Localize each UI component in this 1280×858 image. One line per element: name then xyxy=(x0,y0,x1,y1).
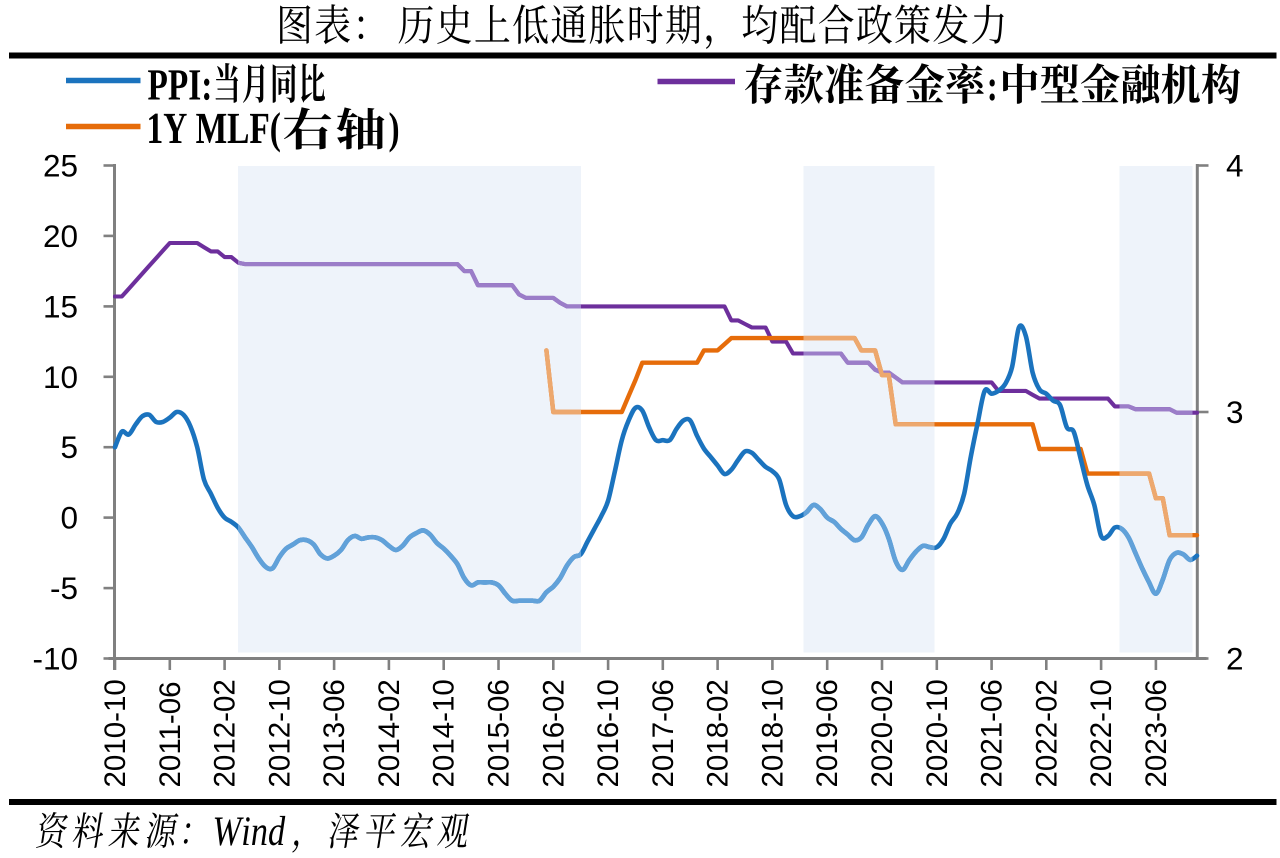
svg-text:2015-06: 2015-06 xyxy=(483,679,516,787)
svg-text:2016-02: 2016-02 xyxy=(537,679,570,787)
svg-text:3: 3 xyxy=(1226,394,1244,430)
svg-text:2020-02: 2020-02 xyxy=(866,679,899,787)
svg-text:2017-06: 2017-06 xyxy=(647,679,680,787)
svg-text:2022-10: 2022-10 xyxy=(1085,679,1118,787)
svg-text:5: 5 xyxy=(60,429,78,465)
svg-text:2019-06: 2019-06 xyxy=(811,679,844,787)
svg-text:0: 0 xyxy=(60,500,78,536)
svg-text:2012-02: 2012-02 xyxy=(209,679,242,787)
svg-text:2010-10: 2010-10 xyxy=(99,679,132,787)
svg-text:2014-10: 2014-10 xyxy=(428,679,461,787)
svg-text:25: 25 xyxy=(43,148,78,184)
svg-text:2020-10: 2020-10 xyxy=(921,679,954,787)
svg-text:2016-10: 2016-10 xyxy=(592,679,625,787)
svg-text:4: 4 xyxy=(1226,148,1244,184)
svg-text:-10: -10 xyxy=(32,641,78,677)
svg-text:2018-10: 2018-10 xyxy=(756,679,789,787)
svg-text:10: 10 xyxy=(43,359,78,395)
svg-text:2011-06: 2011-06 xyxy=(154,681,187,787)
svg-text:20: 20 xyxy=(43,218,78,254)
svg-text:2023-06: 2023-06 xyxy=(1140,679,1173,787)
svg-text:15: 15 xyxy=(43,288,78,324)
svg-text:2014-02: 2014-02 xyxy=(373,679,406,787)
svg-text:2013-06: 2013-06 xyxy=(318,679,351,787)
svg-text:2021-06: 2021-06 xyxy=(976,679,1009,787)
svg-text:2: 2 xyxy=(1226,641,1244,677)
svg-text:2018-02: 2018-02 xyxy=(702,679,735,787)
svg-text:2022-02: 2022-02 xyxy=(1030,679,1063,787)
svg-text:-5: -5 xyxy=(50,570,78,606)
svg-text:2012-10: 2012-10 xyxy=(263,679,296,787)
